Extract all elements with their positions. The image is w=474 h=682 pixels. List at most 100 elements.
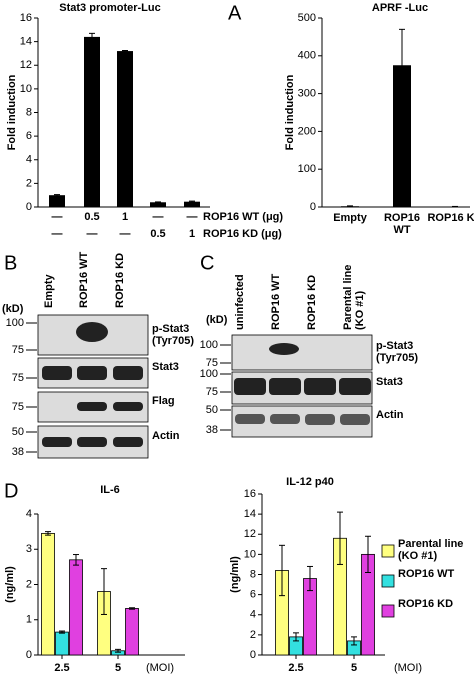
- x-tick-label-group: ROP16 KD: [427, 212, 474, 224]
- y-tick-label: 0: [26, 201, 32, 213]
- lane-label-box: ROP16 KD: [306, 274, 318, 330]
- y-tick-label: 8: [26, 106, 32, 118]
- lane-label: Empty: [43, 274, 55, 308]
- blot-row-label: Flag: [152, 395, 175, 407]
- legend-label: Parental line (KO #1): [398, 538, 464, 562]
- y-tick-label: 0: [250, 649, 256, 661]
- lane-label-group: ROP16 KD: [114, 252, 126, 308]
- legend-label-box: ROP16 KD: [398, 598, 453, 610]
- y-tick-label: 12: [244, 528, 256, 540]
- lane-label: ROP16 WT: [270, 273, 282, 330]
- blot-row-label-box: Flag: [152, 395, 175, 407]
- blot-b: [37, 314, 149, 459]
- blot-row-label-group: Actin: [376, 409, 404, 421]
- bar: [41, 532, 55, 656]
- size-marker: 38: [206, 424, 218, 436]
- panel-label: D: [4, 480, 18, 502]
- bar: [55, 631, 69, 656]
- size-marker: 100: [200, 339, 218, 351]
- lane-label-box: ROP16 WT: [78, 252, 90, 308]
- bar: [125, 608, 139, 656]
- condition-label: ROP16 KD (μg): [203, 228, 282, 240]
- size-marker: 75: [12, 344, 24, 356]
- y-tick-label: 4: [26, 154, 32, 166]
- blot-row-label: p-Stat3 (Tyr705): [152, 323, 194, 347]
- legend-label-box: Parental line (KO #1): [398, 538, 464, 562]
- lane-label-box: ROP16 WT: [270, 273, 282, 330]
- lane-label: ROP16 KD: [114, 252, 126, 308]
- condition-value: —: [52, 211, 63, 223]
- y-tick-label: 0: [310, 201, 316, 213]
- lane-label-box: ROP16 KD: [114, 252, 126, 308]
- bar: [49, 195, 65, 207]
- y-tick-label: 300: [298, 88, 316, 100]
- x-tick-label-box: Empty: [333, 212, 367, 224]
- y-tick-label: 0: [26, 649, 32, 661]
- condition-label: ROP16 WT (μg): [203, 211, 283, 223]
- y-tick-label: 14: [244, 508, 256, 520]
- blot-row-label-group: Flag: [152, 395, 175, 407]
- blot-row-label: p-Stat3 (Tyr705): [376, 340, 418, 364]
- y-tick-label: 10: [20, 83, 32, 95]
- blot-row-label-group: Stat3: [152, 361, 179, 373]
- y-tick-label: 1: [26, 614, 32, 626]
- y-axis-label: Fold induction: [284, 74, 296, 150]
- panel-label: A: [228, 2, 242, 24]
- y-tick-label: 4: [250, 609, 256, 621]
- lane-label-group: uninfected: [234, 274, 246, 330]
- y-tick-label: 500: [298, 12, 316, 24]
- y-tick-label: 16: [20, 12, 32, 24]
- y-tick-label: 12: [20, 59, 32, 71]
- blot-c: [231, 334, 373, 438]
- y-tick-label: 16: [244, 488, 256, 500]
- y-tick-label: 6: [26, 130, 32, 142]
- unit-label: (kD): [2, 303, 24, 315]
- x-tick-label-group: ROP16 WT: [384, 212, 420, 236]
- lane-label-group: ROP16 KD: [306, 274, 318, 330]
- blot-row-label-box: Actin: [152, 430, 180, 442]
- lane-label: uninfected: [234, 274, 246, 330]
- y-tick-label: 6: [250, 589, 256, 601]
- blot-row-label: Actin: [152, 430, 180, 442]
- legend-swatch: [381, 544, 395, 558]
- bar: [117, 51, 133, 208]
- y-tick-label: 200: [298, 125, 316, 137]
- y-tick-label: 8: [250, 568, 256, 580]
- condition-value: 1: [189, 228, 195, 240]
- x-tick-label-box: ROP16 WT: [384, 212, 420, 236]
- chart-title: APRF -Luc: [372, 2, 428, 14]
- bar: [150, 202, 166, 207]
- size-marker: 50: [12, 426, 24, 438]
- y-tick-label: 100: [298, 163, 316, 175]
- condition-value: —: [153, 211, 164, 223]
- blot-row-label-group: p-Stat3 (Tyr705): [376, 340, 418, 364]
- blot-row-label-box: Stat3: [152, 361, 179, 373]
- x-tick-label: 2.5: [288, 662, 303, 674]
- blot-row-label-group: Actin: [152, 430, 180, 442]
- bar: [69, 559, 83, 656]
- lane-label: ROP16 KD: [306, 274, 318, 330]
- x-unit: (MOI): [146, 662, 174, 674]
- condition-value: —: [87, 228, 98, 240]
- y-tick-label: 14: [20, 36, 32, 48]
- blot-row-label-box: p-Stat3 (Tyr705): [376, 340, 418, 364]
- legend-label-group: ROP16 KD: [398, 598, 453, 610]
- size-marker: 75: [206, 386, 218, 398]
- condition-value: 0.5: [150, 228, 165, 240]
- bar: [393, 65, 411, 207]
- x-tick-label: 5: [351, 662, 357, 674]
- y-tick-label: 3: [26, 543, 32, 555]
- blot-row-label-box: Stat3: [376, 376, 403, 388]
- size-marker: 75: [206, 357, 218, 369]
- y-tick-label: 10: [244, 548, 256, 560]
- unit-label: (kD): [206, 314, 228, 326]
- blot-row-label-group: Stat3: [376, 376, 403, 388]
- y-tick-label: 4: [26, 508, 32, 520]
- condition-value: —: [187, 211, 198, 223]
- chart-title: Stat3 promoter-Luc: [59, 2, 160, 14]
- legend-swatch: [381, 604, 395, 618]
- x-tick-label-box: ROP16 KD: [427, 212, 474, 224]
- condition-value: —: [52, 228, 63, 240]
- y-tick-label: 400: [298, 50, 316, 62]
